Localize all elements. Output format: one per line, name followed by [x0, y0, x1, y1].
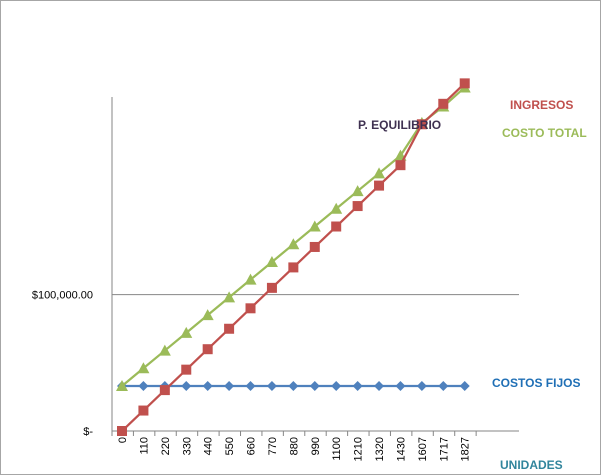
- data-point-costo-total: [244, 273, 257, 285]
- x-tick-label: 550: [224, 437, 236, 455]
- x-tick-label: 1430: [395, 437, 407, 461]
- data-point-costos-fijos: [395, 381, 406, 392]
- x-tick-label: 880: [288, 437, 300, 455]
- data-point-ingresos: [181, 364, 192, 375]
- series-line-costo-total: [121, 86, 466, 387]
- y-tick-label: $100,000.00: [32, 290, 93, 302]
- x-tick-label: 990: [310, 437, 322, 455]
- data-point-ingresos: [159, 385, 170, 396]
- y-tick-labels: $- $100,000.00: [32, 290, 94, 438]
- data-point-ingresos: [395, 160, 406, 171]
- x-axis-title: UNIDADES: [500, 458, 563, 472]
- series-label-ingresos: INGRESOS: [510, 98, 573, 112]
- series-label-costos-fijos: COSTOS FIJOS: [492, 376, 580, 390]
- x-tick-labels: 0 110 220 330 440 550 660 770 880 990 1100 1210 1320…: [117, 437, 472, 461]
- data-point-costos-fijos: [224, 381, 235, 392]
- data-point-costos-fijos: [374, 381, 385, 392]
- x-tick-label: 1320: [374, 437, 386, 461]
- x-tick-label: 440: [203, 437, 215, 455]
- data-point-costo-total: [180, 326, 193, 338]
- annotation-p-equilibrio: P. EQUILIBRIO: [358, 118, 441, 132]
- data-point-ingresos: [416, 119, 427, 130]
- chart-axes: [111, 97, 519, 436]
- y-tick-label: $-: [83, 426, 93, 438]
- data-point-costos-fijos: [352, 381, 363, 392]
- x-tick-label: 0: [117, 437, 129, 443]
- x-tick-label: 220: [160, 437, 172, 455]
- data-point-ingresos: [459, 78, 470, 89]
- chart-series: [116, 78, 471, 436]
- data-point-ingresos: [224, 323, 235, 334]
- x-tick-label: 1210: [353, 437, 365, 461]
- data-point-ingresos: [245, 303, 256, 314]
- data-point-costos-fijos: [266, 381, 277, 392]
- data-point-costos-fijos: [288, 381, 299, 392]
- data-point-ingresos: [266, 282, 277, 293]
- x-tick-label: 330: [181, 437, 193, 455]
- x-tick-label: 1607: [417, 437, 429, 461]
- data-point-costo-total: [373, 167, 386, 179]
- x-tick-label: 660: [246, 437, 258, 455]
- data-point-ingresos: [288, 262, 299, 273]
- data-point-costos-fijos: [416, 381, 427, 392]
- data-point-costo-total: [308, 220, 321, 232]
- data-point-ingresos: [331, 221, 342, 232]
- data-point-ingresos: [438, 98, 449, 109]
- x-tick-label: 110: [138, 437, 150, 455]
- data-point-ingresos: [352, 201, 363, 212]
- data-point-costo-total: [223, 291, 236, 303]
- data-point-costos-fijos: [459, 381, 470, 392]
- data-point-costos-fijos: [138, 381, 149, 392]
- data-point-costo-total: [265, 255, 278, 267]
- data-point-costo-total: [287, 238, 300, 250]
- x-tick-label: 1717: [438, 437, 450, 461]
- data-point-costos-fijos: [245, 381, 256, 392]
- data-point-costos-fijos: [181, 381, 192, 392]
- data-point-costos-fijos: [438, 381, 449, 392]
- data-point-ingresos: [138, 405, 149, 416]
- data-point-ingresos: [117, 426, 127, 436]
- x-tick-label: 1827: [460, 437, 472, 461]
- data-point-costo-total: [158, 344, 171, 356]
- series-label-costo-total: COSTO TOTAL: [502, 126, 587, 140]
- data-point-costos-fijos: [309, 381, 320, 392]
- data-point-costos-fijos: [202, 381, 213, 392]
- data-point-costos-fijos: [331, 381, 342, 392]
- x-tick-label: 770: [267, 437, 279, 455]
- data-point-costo-total: [137, 362, 150, 374]
- data-point-costo-total: [116, 380, 128, 392]
- data-point-ingresos: [202, 344, 213, 355]
- data-point-costo-total: [351, 185, 364, 197]
- data-point-costo-total: [201, 309, 214, 321]
- data-point-costo-total: [330, 202, 343, 214]
- data-point-ingresos: [309, 241, 320, 252]
- data-point-ingresos: [374, 180, 385, 191]
- x-tick-label: 1100: [331, 437, 343, 461]
